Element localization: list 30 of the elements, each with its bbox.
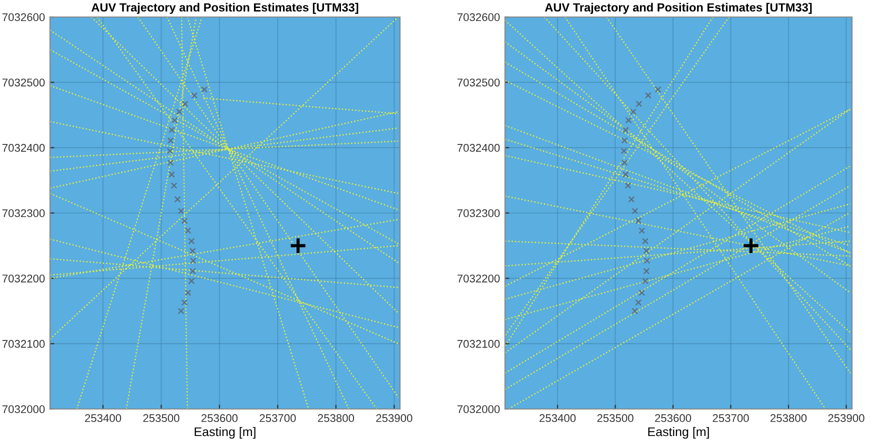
x-tick-label: 253400 — [85, 414, 122, 422]
y-tick-label: 7032400 — [2, 144, 45, 152]
x-tick-label: 253700 — [712, 414, 749, 422]
chart-title: AUV Trajectory and Position Estimates [UTM33] — [544, 2, 812, 14]
y-tick-label: 7032500 — [2, 78, 45, 86]
x-axis-title: Easting [m] — [648, 426, 709, 439]
y-tick-label: 7032600 — [457, 13, 500, 22]
y-tick-label: 7032300 — [457, 209, 500, 218]
x-tick-label: 253500 — [597, 414, 634, 422]
y-tick-label: 7032000 — [2, 405, 45, 414]
x-tick-label: 253600 — [201, 414, 238, 422]
x-tick-label: 253500 — [143, 414, 180, 422]
x-tick-label: 253900 — [376, 414, 412, 422]
x-axis-title: Easting [m] — [194, 426, 256, 439]
y-tick-label: 7032200 — [457, 274, 500, 282]
y-tick-label: 7032100 — [457, 340, 500, 348]
x-tick-label: 253400 — [540, 414, 576, 422]
y-tick-label: 7032100 — [2, 340, 45, 348]
x-tick-label: 253700 — [260, 414, 296, 422]
y-tick-label: 7032300 — [2, 209, 45, 218]
x-tick-label: 253800 — [770, 414, 807, 422]
chart-title: AUV Trajectory and Position Estimates [UTM33] — [91, 2, 358, 14]
y-tick-label: 7032600 — [2, 13, 45, 22]
y-tick-label: 7032000 — [457, 405, 500, 414]
y-tick-label: 7032500 — [457, 78, 500, 86]
x-tick-label: 253800 — [318, 414, 354, 422]
x-tick-label: 253900 — [828, 414, 864, 422]
x-tick-label: 253600 — [655, 414, 692, 422]
y-tick-label: 7032200 — [2, 274, 45, 282]
y-tick-label: 7032400 — [457, 144, 500, 152]
